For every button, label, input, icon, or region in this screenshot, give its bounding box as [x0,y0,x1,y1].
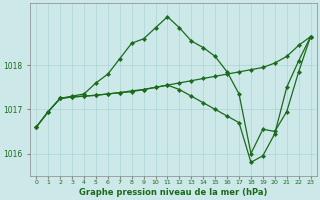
X-axis label: Graphe pression niveau de la mer (hPa): Graphe pression niveau de la mer (hPa) [79,188,268,197]
